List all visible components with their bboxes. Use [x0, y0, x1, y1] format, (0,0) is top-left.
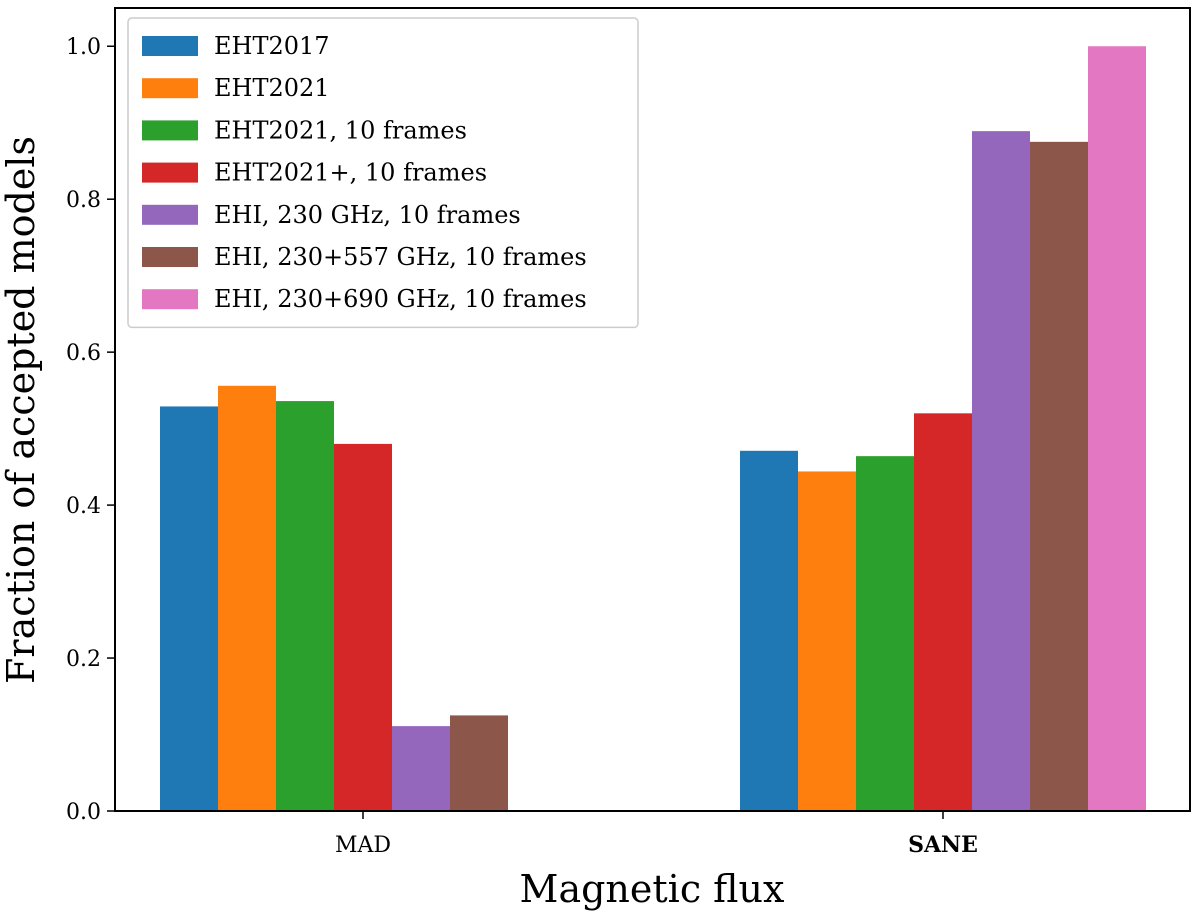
y-tick-label: 0.8: [66, 188, 101, 213]
y-tick-label: 0.4: [66, 494, 101, 519]
bar-mad-series-2: [276, 401, 334, 811]
legend-label: EHI, 230+690 GHz, 10 frames: [214, 285, 587, 313]
bar-mad-series-0: [160, 406, 218, 811]
legend-label: EHT2017: [214, 32, 330, 60]
y-tick-label: 0.2: [66, 647, 101, 672]
bar-mad-series-1: [218, 385, 276, 811]
bar-sane-series-6: [1088, 46, 1146, 811]
legend-swatch: [142, 204, 198, 225]
legend-label: EHT2021, 10 frames: [214, 116, 467, 144]
legend-box: [127, 17, 639, 329]
legend-swatch: [142, 162, 198, 183]
y-tick-label: 0.6: [66, 341, 101, 366]
x-tick-label: SANE: [908, 832, 978, 858]
x-axis-title: Magnetic flux: [520, 867, 785, 911]
legend-swatch: [142, 247, 198, 267]
bar-mad-series-5: [450, 715, 508, 811]
legend-swatch: [142, 78, 198, 99]
bars-layer: [160, 46, 1146, 812]
legend-label: EHT2021: [214, 74, 330, 102]
y-axis: 0.0 0.2 0.4 0.6 0.8 1.0: [66, 35, 115, 825]
x-axis: MAD SANE: [335, 811, 978, 858]
legend-swatch: [142, 289, 198, 310]
legend-label: EHI, 230 GHz, 10 frames: [214, 201, 521, 229]
bar-sane-series-4: [972, 131, 1030, 812]
legend-swatch: [142, 36, 198, 56]
legend-label: EHT2021+, 10 frames: [214, 159, 487, 187]
legend-label: EHI, 230+557 GHz, 10 frames: [214, 243, 587, 271]
bar-sane-series-3: [914, 413, 972, 811]
legend-swatch: [142, 120, 198, 141]
x-tick-label: MAD: [335, 833, 391, 858]
bar-mad-series-3: [334, 443, 392, 811]
bar-mad-series-4: [392, 726, 450, 811]
bar-sane-series-5: [1030, 141, 1088, 812]
bar-sane-series-0: [740, 450, 798, 811]
legend: EHT2017 EHT2021 EHT2021, 10 frames EHT2021+…: [127, 17, 639, 329]
bar-sane-series-2: [856, 456, 914, 811]
bar-sane-series-1: [798, 471, 856, 811]
y-tick-label: 1.0: [66, 35, 101, 60]
plot-frame: [114, 7, 1191, 812]
y-axis-title: Fraction of accepted models: [0, 136, 43, 684]
y-tick-label: 0.0: [66, 800, 101, 825]
